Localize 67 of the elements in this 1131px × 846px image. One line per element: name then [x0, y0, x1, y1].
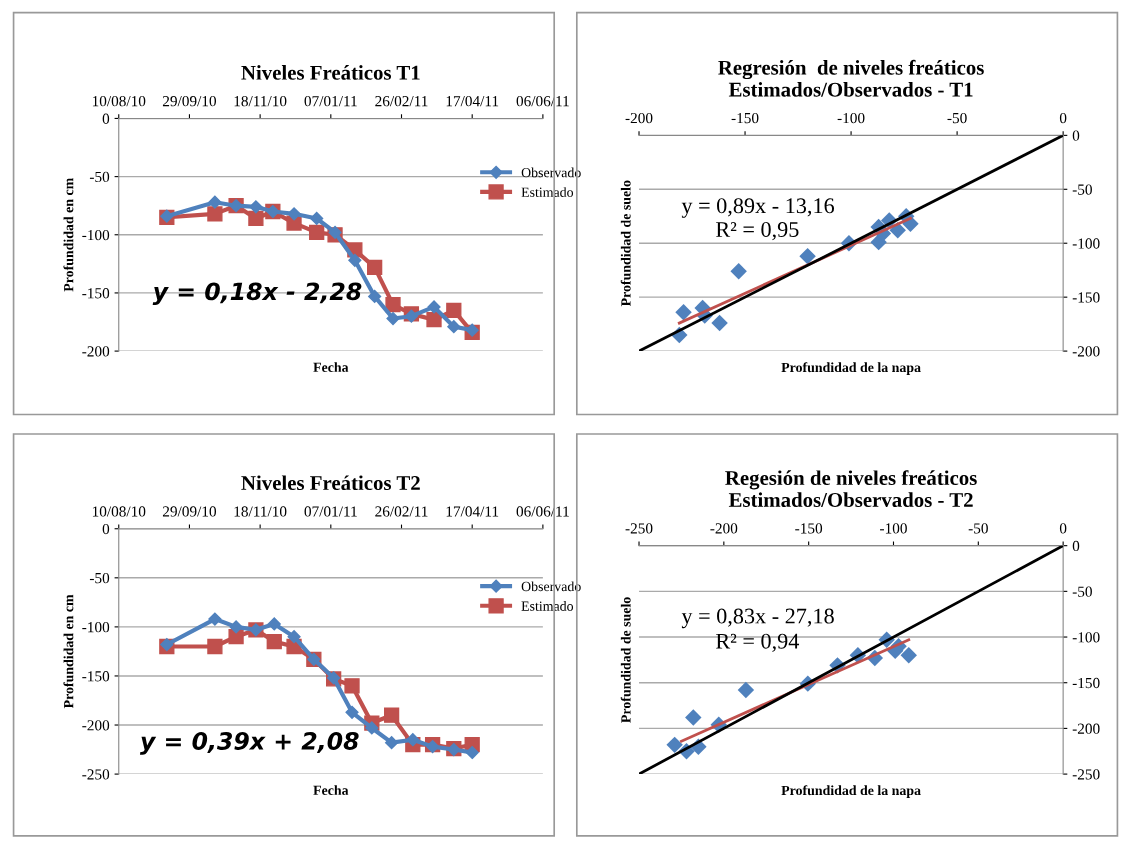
- annotation: y = 0,83x - 27,18: [681, 608, 834, 629]
- y-tick-label: -150: [82, 671, 110, 682]
- x-tick-label: -250: [625, 523, 653, 534]
- x-tick-label: -100: [837, 112, 865, 124]
- y-tick-label: -150: [82, 288, 110, 299]
- x-axis-title: Profundidad de la napa: [781, 785, 921, 798]
- y-tick-label: -250: [1072, 769, 1100, 780]
- annotation: R² = 0,95: [716, 221, 799, 241]
- x-tick-label: -50: [968, 523, 988, 534]
- y-axis-title: Profundidad de suelo: [620, 597, 631, 723]
- y-tick-label: -200: [1072, 346, 1100, 357]
- y-axis-title: Profundidad en cm: [63, 178, 74, 292]
- y-tick-label: -200: [1072, 723, 1100, 734]
- x-tick-label: 06/06/11: [516, 506, 569, 517]
- chart-title: Niveles Freáticos T2: [241, 475, 420, 491]
- chart-title: Regresión de niveles freáticos Estimados/Observados - T1: [718, 59, 984, 97]
- chart-title: Regesión de niveles freáticos Estimados/Observados - T2: [725, 470, 977, 507]
- x-tick-label: -150: [795, 523, 823, 534]
- x-tick-label: 06/06/11: [516, 96, 569, 107]
- y-tick-label: -50: [1072, 184, 1092, 195]
- x-tick-label: 0: [1059, 523, 1067, 534]
- y-tick-label: -250: [82, 769, 110, 780]
- x-tick-label: 07/01/11: [304, 506, 357, 517]
- y-axis-title: Profundidad de suelo: [620, 180, 631, 307]
- y-tick-label: -150: [1072, 677, 1100, 689]
- y-tick-label: -50: [89, 171, 110, 183]
- x-axis-title: Fecha: [313, 362, 349, 372]
- x-tick-label: -100: [880, 523, 907, 534]
- annotation: y = 0,89x - 13,16: [681, 198, 835, 218]
- x-tick-label: 29/09/10: [162, 96, 217, 107]
- x-tick-label: -200: [625, 112, 653, 124]
- x-axis-title: Fecha: [313, 785, 349, 795]
- y-tick-label: -150: [1072, 292, 1100, 303]
- y-tick-label: -100: [82, 622, 110, 633]
- x-tick-label: -200: [710, 523, 738, 534]
- y-tick-label: -50: [1072, 586, 1092, 597]
- x-axis-title: Profundidad de la napa: [781, 362, 921, 375]
- y-axis-title: Profundidad en cm: [63, 594, 74, 709]
- x-tick-label: 18/11/10: [234, 506, 287, 517]
- x-tick-label: 18/11/10: [234, 96, 287, 107]
- y-tick-label: -100: [82, 229, 110, 241]
- legend-label: Observado: [521, 167, 581, 178]
- x-tick-label: 29/09/10: [162, 506, 217, 517]
- annotation: R² = 0,94: [716, 633, 800, 652]
- x-tick-label: -150: [731, 112, 759, 124]
- y-tick-label: -200: [82, 346, 110, 357]
- x-tick-label: 0: [1059, 112, 1067, 124]
- chart-title: Niveles Freáticos T1: [241, 65, 420, 80]
- y-tick-label: -50: [89, 572, 110, 584]
- legend-label: Estimado: [521, 187, 574, 197]
- x-tick-label: 10/08/10: [92, 96, 146, 107]
- y-tick-label: -100: [1072, 238, 1100, 249]
- x-tick-label: 07/01/11: [304, 96, 357, 107]
- x-tick-label: 10/08/10: [92, 506, 146, 517]
- y-tick-label: 0: [1072, 130, 1080, 141]
- y-tick-label: -100: [1072, 632, 1100, 643]
- y-tick-label: -200: [82, 720, 110, 731]
- y-tick-label: 0: [1072, 540, 1080, 552]
- x-tick-label: 26/02/11: [375, 506, 428, 517]
- legend-label: Observado: [521, 581, 581, 592]
- x-tick-label: -50: [947, 112, 967, 124]
- x-tick-label: 17/04/11: [446, 506, 499, 517]
- annotation: y = 0,18x - 2,28: [152, 282, 362, 305]
- x-tick-label: 26/02/11: [375, 96, 428, 107]
- annotation: y = 0,39x + 2,08: [139, 732, 359, 755]
- x-tick-label: 17/04/11: [446, 96, 499, 107]
- legend-label: Estimado: [521, 601, 574, 611]
